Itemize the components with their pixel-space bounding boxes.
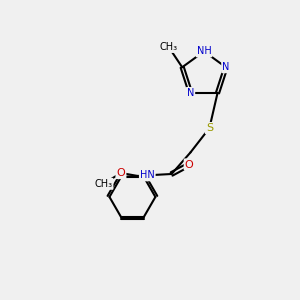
Text: S: S <box>206 123 213 133</box>
Text: HN: HN <box>140 170 155 180</box>
Text: NH: NH <box>197 46 212 56</box>
Text: CH₃: CH₃ <box>160 42 178 52</box>
Text: N: N <box>187 88 194 98</box>
Text: N: N <box>222 62 230 72</box>
Text: O: O <box>117 168 125 178</box>
Text: O: O <box>185 160 194 170</box>
Text: CH₃: CH₃ <box>94 179 112 189</box>
